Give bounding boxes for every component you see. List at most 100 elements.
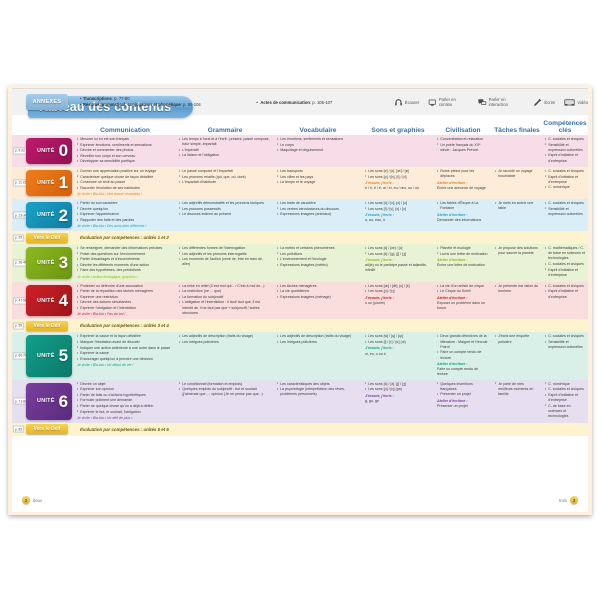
legend-item-ecouter: Écouter (394, 98, 419, 107)
delf-text: Évaluation par compétences : unités 5 et… (80, 426, 169, 432)
sons-subtitle-text: g, gu, ge (365, 398, 379, 403)
cell-communication: Donner une appréciation positive sur un … (74, 167, 176, 199)
list-item: La psychologie (interprétation des rêves… (277, 387, 359, 397)
list-item: Protester ou défendre d'une accusation (77, 283, 173, 289)
civilisation-list: Deux grands détectives de la littérature… (437, 334, 489, 360)
unit-word: UNITÉ (37, 147, 55, 154)
cell-sons: Les sons [s] / [z], [ʃ] / [ʒ]Les sons [ɲ… (362, 380, 434, 423)
communication-list: Exprimer la cause et la façon détailléeM… (77, 334, 173, 362)
list-item: Mesurer ici en est son français (77, 137, 173, 142)
unit-tab: UNITÉ 3 (26, 247, 72, 279)
sons-subtitle-text: é / è, ê / ë, ai / ei, eu / œu, ou / où (365, 186, 419, 191)
cell-taches: Je raconte un voyage inoubliable (492, 167, 542, 199)
footer-page-left-word: deux (33, 497, 43, 503)
list-item: Les transports (277, 169, 359, 174)
civilisation-subtitle: Atelier d'écriture : Exposer un problème … (437, 296, 489, 312)
unit-cell[interactable]: p. 36-46 UNITÉ 3 (12, 244, 74, 282)
list-item: Décrire et commenter des photos (77, 148, 173, 153)
cell-competences: C. sociales et civiquesEsprit d'initiati… (542, 282, 588, 320)
cell-competences: C. sociales et civiquesSensibilité et ex… (542, 332, 588, 379)
list-item: Parler de faits ou d'actions hypothétiqu… (77, 393, 173, 398)
table-body: p. 9-22UNITÉ0Mesurer ici en est son fran… (12, 135, 588, 436)
cell-vocabulaire: Les transportsLes villes et les paysLe t… (274, 167, 362, 199)
unit-number: 5 (58, 346, 69, 366)
list-item: Les sons [ɔ] / [o], [ɛ] / [ə] (365, 201, 431, 206)
sons-subtitle: J'écoute, j'écris :u ou (pluriel) (365, 296, 431, 306)
list-item: Le corps (277, 142, 359, 148)
annex-link-transcriptions-label: Transcriptions (83, 95, 112, 101)
list-item: Les sons [s] / [z], [ʃ] / [ʒ] (365, 381, 431, 387)
footer-page-left-number: 2 (22, 496, 30, 504)
list-item: C. mathématiques / C. de base en science… (545, 246, 585, 262)
list-item: Les adjectifs de description (traits du … (277, 334, 359, 339)
vocabulaire-list: La météo et certains phénomènesLes pollu… (277, 246, 359, 268)
delf-tab[interactable]: p. 35 Vers le Delf (12, 231, 74, 244)
cell-sons: Les sons [e] / [ɛ], [œ] / [ø]Les sons [p… (362, 167, 434, 199)
unit-number: 1 (58, 173, 69, 193)
list-item: Maquillage et déguisement (277, 148, 359, 153)
list-item: Les sons [e] / [ɛ], [œ] / [ø] (365, 169, 431, 174)
grammaire-list: Les adjectifs de description (traits du … (179, 334, 271, 345)
delf-tab[interactable]: p. 59 Vers le Delf (12, 319, 74, 332)
cell-grammaire: Les différentes formes de l'interrogatio… (176, 244, 274, 282)
list-item: Décrire des actions simultanées (77, 300, 173, 305)
vocabulaire-list: Les émotions, sentiments et sensationsLe… (277, 137, 359, 153)
column-header-communication: Communication (100, 127, 150, 134)
screen-icon (428, 99, 437, 106)
list-item: Les pronoms possessifs (179, 206, 271, 212)
civilisation-list: Concentration et relaxationUn poète fran… (437, 137, 489, 153)
annex-link-resume[interactable]: Résumé grammatical, conjugaison et phoné… (80, 102, 256, 107)
list-item: C. de base en sciences et technologies (545, 403, 585, 420)
delf-row: p. 35 Vers le Delf Évaluation par compéten… (12, 231, 588, 245)
list-item: Exprimer le but, le souhait, l'obligatio… (77, 409, 173, 415)
unit-cell[interactable]: p. 71-82 UNITÉ 6 (12, 380, 74, 423)
civilisation-subtitle-text: Demander des informations (437, 217, 482, 222)
cell-competences: C. numériqueC. sociales et civiquesEspri… (542, 380, 588, 423)
civilisation-list: Planète et écologieLorris une lettre de … (437, 246, 489, 257)
unit-cell[interactable]: p. 23-34 UNITÉ 2 (12, 199, 74, 231)
cell-civilisation: Planète et écologieLorris une lettre de … (434, 244, 492, 282)
civilisation-subtitle-text: Écrire une lettre de motivation (437, 263, 485, 268)
annex-link-actes[interactable]: Actes de communication: p. 105-107 (256, 100, 387, 105)
speech-bubbles-icon (478, 98, 487, 105)
list-item: Présenter un projet (437, 392, 489, 397)
list-item: Les intrigues policières (179, 340, 271, 345)
legend-item-ecrire: Écrire (533, 98, 555, 107)
list-item: La liaison et l'obligation (179, 153, 271, 158)
list-item: J'écris une enquête policière (495, 334, 539, 344)
unit-cell[interactable]: p. 9-22 UNITÉ 0 (12, 135, 74, 167)
list-item: Exprimer son opinion (77, 387, 173, 392)
list-item: Exprimer émotions, sentiments et sensati… (77, 142, 173, 148)
communication-list: Se renseigner, demander des informations… (77, 246, 173, 274)
list-item: L'imparfait d'habitude (179, 180, 271, 185)
unit-cell[interactable]: p. 47-58 UNITÉ 4 (12, 282, 74, 320)
taches-list: Je raconte un voyage inoubliable (495, 169, 539, 179)
civilisation-subtitle: Atelier d'écriture : Présenter un projet (437, 399, 489, 409)
unit-tagline: Je visite • Bla-bla • Pas de bol ! (77, 312, 126, 317)
cell-sons: Les sons [ɛ] / [œ] / [ɔ]Les sons [k] / [… (362, 244, 434, 282)
annexes-tab[interactable]: ANNEXES (12, 89, 74, 115)
unit-cell[interactable]: p. 11-22 UNITÉ 1 (12, 167, 74, 199)
unit-tab: UNITÉ 1 (26, 169, 72, 197)
unit-tab: UNITÉ 2 (26, 202, 72, 229)
list-item: Rapporter des faits et des paroles (77, 218, 173, 223)
headphones-icon (394, 98, 402, 105)
column-header-civilisation: Civilisation (445, 127, 481, 134)
delf-row: p. 59 Vers le Delf Évaluation par compéten… (12, 319, 588, 333)
communication-list: Décrire un objetExprimer son opinionParl… (77, 381, 173, 415)
unit-cell[interactable]: p. 60-70 UNITÉ 5 (12, 332, 74, 379)
list-item: Les verbes introducteurs du discours (277, 206, 359, 212)
legend-item-parler-interaction: Parler en interaction (478, 97, 524, 107)
civilisation-list: Les fables d'Ésope à La Fontaine (437, 201, 489, 211)
annex-link-transcriptions[interactable]: Transcriptions: p. 77-80 (80, 96, 256, 101)
vocabulaire-list: Les tâches ménagèresLa vie quotidienneEx… (277, 283, 359, 300)
civilisation-subtitle: Atelier d'écriture : Demander des informa… (437, 213, 489, 223)
list-item: Le Cirque du Soleil (437, 289, 489, 294)
list-item: Exprimer la cause et la façon détaillée (77, 334, 173, 339)
delf-tab[interactable]: p. 83 Vers le Delf (12, 423, 74, 436)
footer-page-right-word: trois (559, 497, 567, 503)
cell-civilisation: Rome pleine pour les déplaces Atelier d'é… (434, 167, 492, 199)
list-item: Les sons [ɲ] / [ŋ] (365, 289, 431, 294)
list-item: C. sociales et civiques (545, 283, 585, 289)
list-item: Réveiller son corps et son cerveau (77, 154, 173, 159)
